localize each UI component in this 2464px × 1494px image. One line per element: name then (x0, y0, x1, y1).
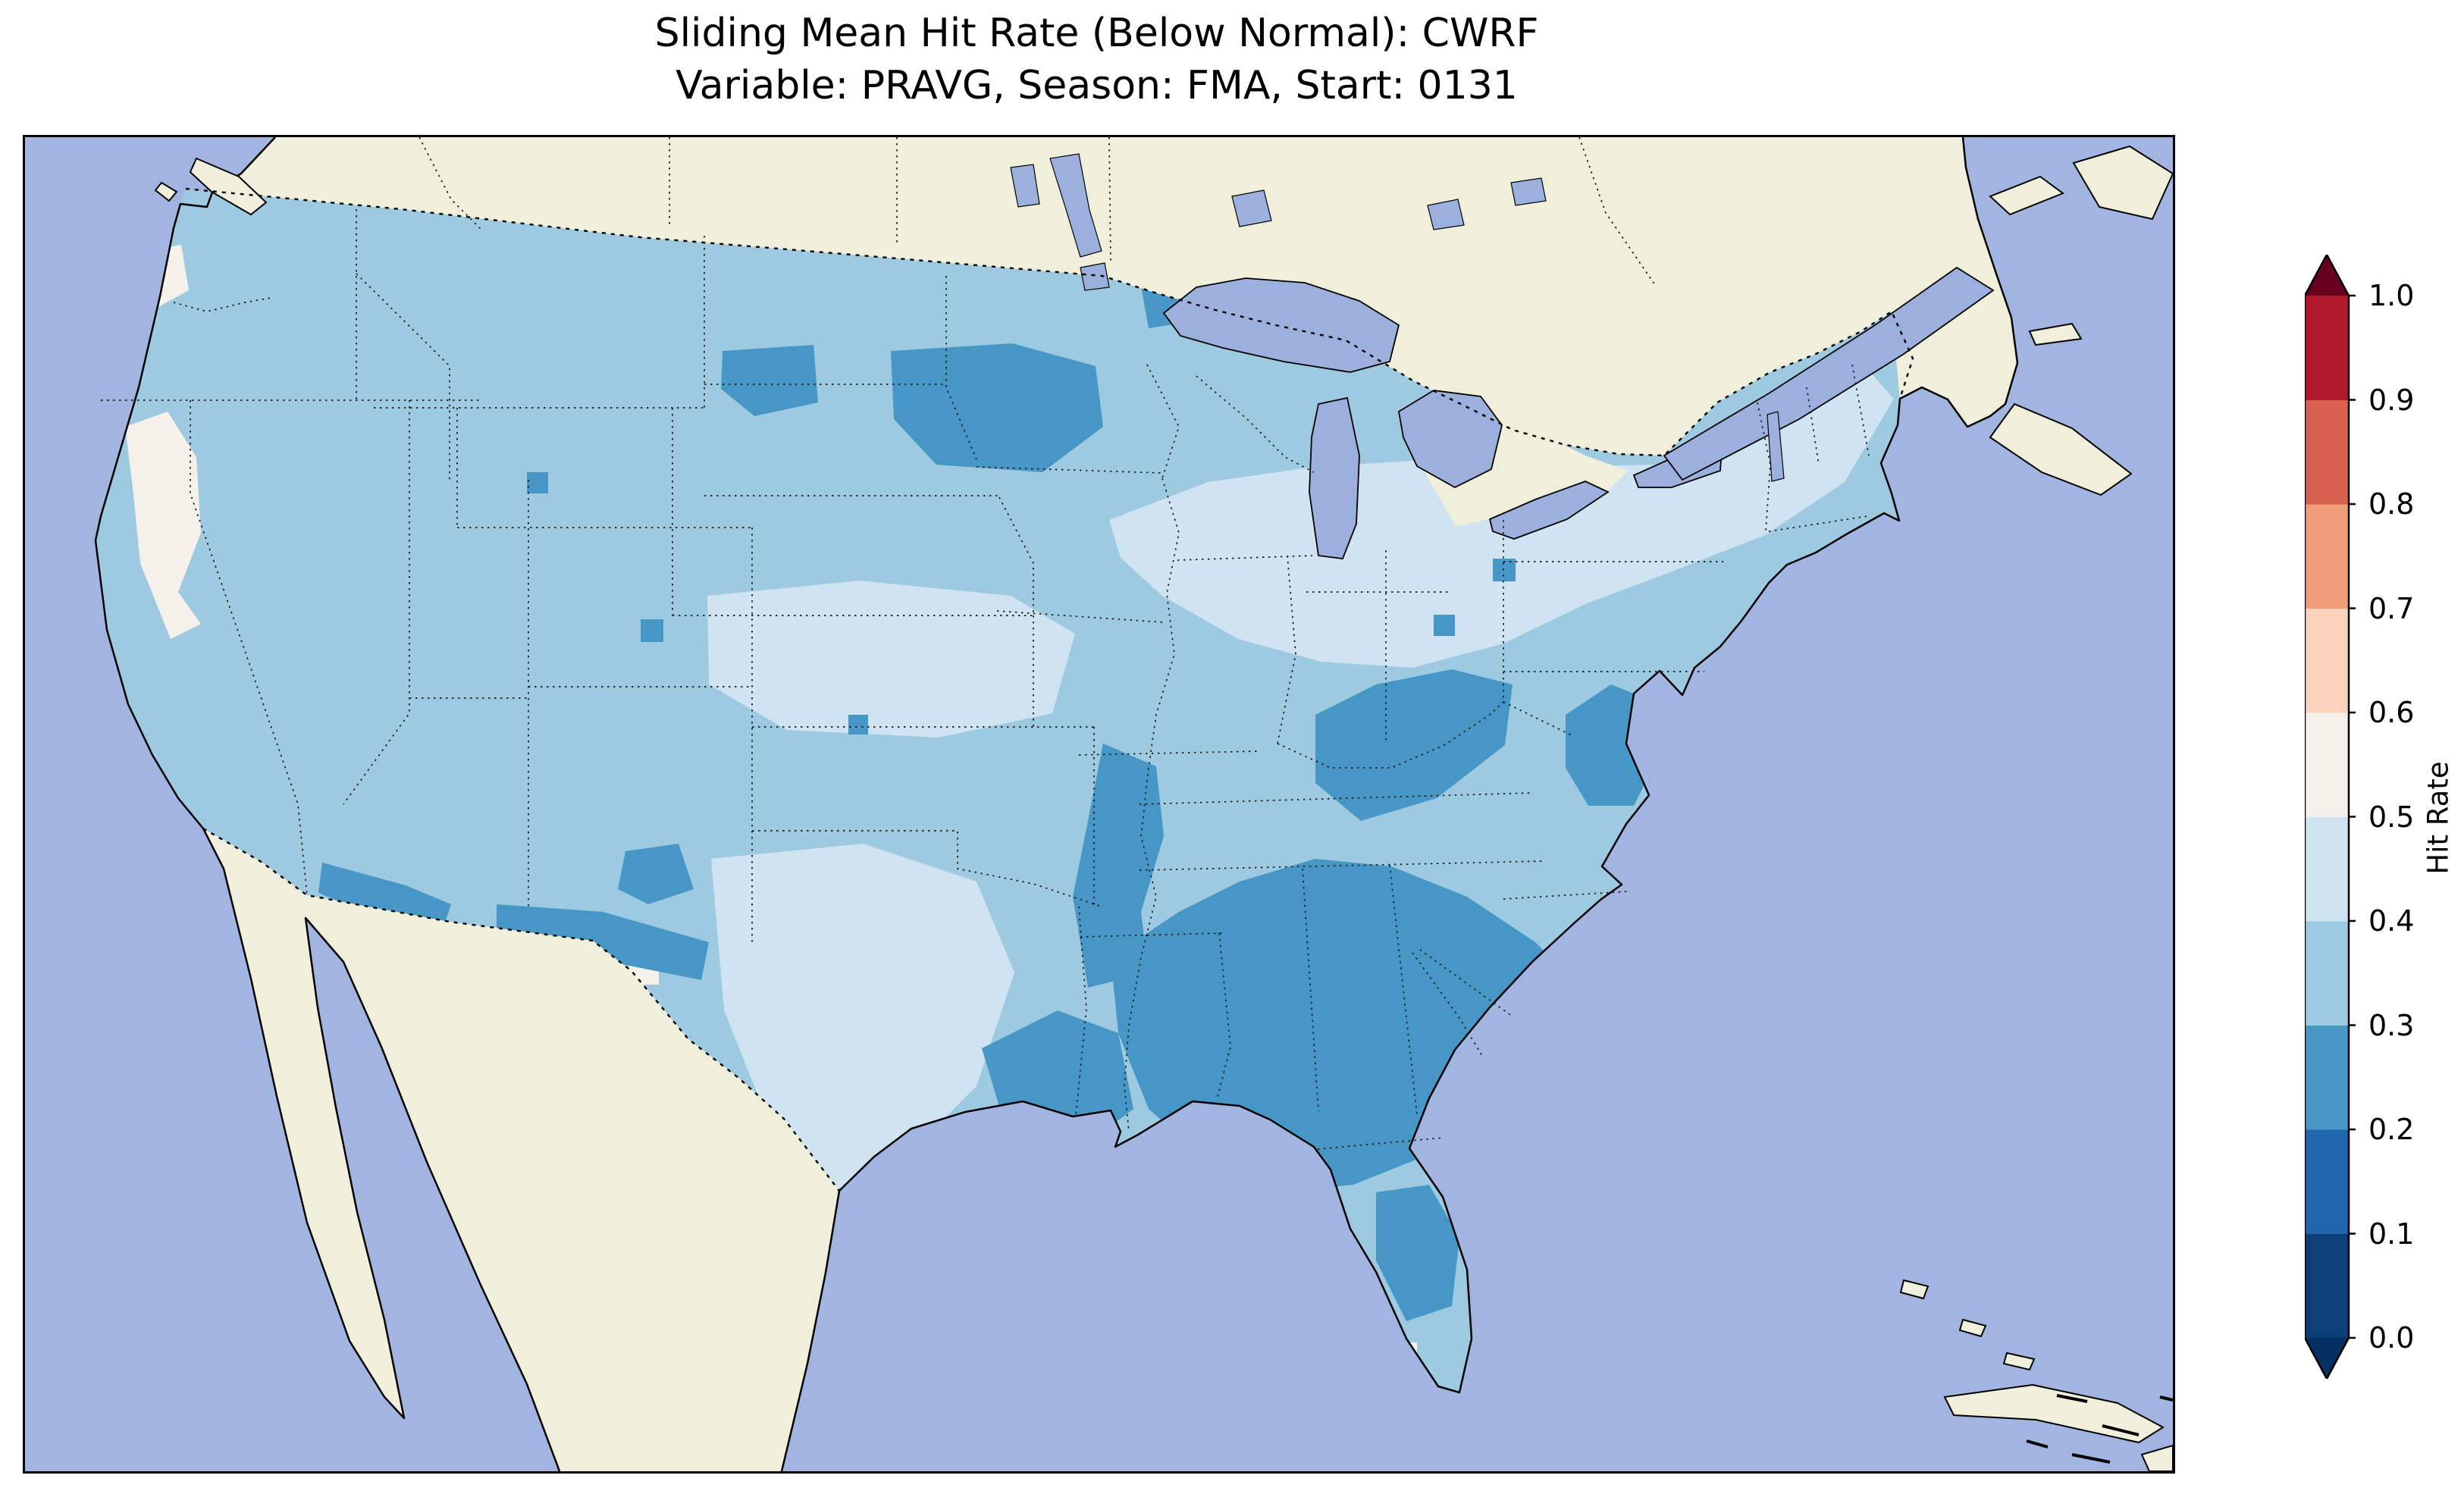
colorbar-segment (2305, 1025, 2349, 1130)
hit-rate-patch (497, 904, 709, 980)
lake-superior (1162, 277, 1400, 373)
chart-title-line2: Variable: PRAVG, Season: FMA, Start: 013… (676, 62, 1518, 108)
colorbar-tick-label: 0.6 (2368, 696, 2415, 729)
great-lakes (1162, 266, 1995, 559)
colorbar-segment (2305, 504, 2349, 609)
nova-scotia (1989, 402, 2133, 496)
us-hit-rate-map (25, 137, 2173, 1471)
hit-rate-patch (707, 581, 1075, 738)
hit-rate-patch (318, 863, 451, 927)
colorbar-tick-marks (2349, 294, 2356, 1339)
state-borders (101, 137, 1870, 1150)
hit-rate-patch (1434, 615, 1455, 636)
colorbar-tick-label: 1.0 (2368, 279, 2415, 312)
st-lawrence-river (1663, 266, 1995, 481)
colorbar-tick-label: 0.1 (2368, 1217, 2415, 1251)
caribbean-dashes (2026, 1394, 2173, 1464)
coastline-layer (94, 137, 2019, 1471)
lake-nipigon (1231, 189, 1272, 227)
lake-huron (1398, 390, 1503, 489)
colorbar-tick-label: 0.8 (2368, 487, 2415, 521)
colorbar-segment (2305, 713, 2349, 817)
newfoundland (2072, 145, 2173, 221)
lake-erie (1488, 481, 1610, 540)
lake-winnipeg (1049, 153, 1102, 258)
colorbar-axis-label: Hit Rate (2422, 761, 2455, 875)
colorbar (2305, 255, 2356, 1379)
hit-rate-patch (1493, 559, 1516, 581)
map-panel (23, 135, 2175, 1474)
bc-islet (154, 181, 178, 202)
hit-rate-patch (891, 343, 1103, 472)
chart-title: Sliding Mean Hit Rate (Below Normal): CW… (23, 8, 2171, 111)
colorbar-segment (2305, 1129, 2349, 1234)
colorbar-tick-label: 0.9 (2368, 383, 2415, 417)
colorbar-under-arrow (2305, 1338, 2349, 1379)
island-chain-dash (2026, 1394, 2173, 1464)
colorbar-over-arrow (2305, 255, 2349, 296)
colorbar-segment (2305, 399, 2349, 505)
colorbar-segment (2305, 816, 2349, 922)
colorbar-tick-label: 0.4 (2368, 904, 2415, 938)
colorbar-tick-label: 0.7 (2368, 591, 2415, 625)
hit-rate-patch (527, 472, 548, 493)
coastline (94, 137, 2019, 1471)
state-border-lines-west (101, 209, 753, 942)
anticosti-island (1989, 175, 2065, 216)
lake-manitoba (1010, 164, 1040, 208)
colorbar-segment (2305, 1233, 2349, 1339)
bahamas-island (2002, 1351, 2036, 1371)
colorbar-tick-label: 0.3 (2368, 1008, 2415, 1042)
state-border-lines-east (1075, 364, 1723, 1150)
hispaniola (2140, 1444, 2173, 1471)
lake-of-the-woods (1080, 262, 1110, 291)
state-border-lines-northeast-canada (419, 137, 1870, 532)
lake-michigan (1309, 396, 1360, 559)
colorbar-segment (2305, 608, 2349, 713)
colorbar-tick-label: 0.0 (2368, 1321, 2415, 1355)
vancouver-island (189, 157, 268, 216)
country-borders (185, 187, 1914, 1192)
ontario-lake-small (1427, 199, 1465, 230)
lake-champlain (1766, 411, 1785, 482)
quebec-lake-small (1510, 177, 1547, 206)
chart-title-line1: Sliding Mean Hit Rate (Below Normal): CW… (654, 11, 1539, 56)
hit-rate-patch (618, 844, 694, 904)
colorbar-tick-label: 0.2 (2368, 1113, 2415, 1146)
canada-lakes (1010, 153, 1785, 482)
state-border-lines-plains (672, 276, 1262, 1132)
hit-rate-patch (125, 412, 201, 639)
hit-rate-patch (1315, 669, 1513, 821)
colorbar-segments (2305, 296, 2349, 1339)
prince-edward-island (2028, 322, 2083, 346)
colorbar-tick-label: 0.5 (2368, 800, 2415, 834)
bahamas-island (1958, 1318, 1987, 1338)
colorbar-segment (2305, 296, 2349, 400)
hit-rate-patch (1376, 1185, 1459, 1321)
bahamas-island (1899, 1279, 1930, 1300)
hit-rate-patch (848, 715, 868, 734)
us-mexico-border (202, 827, 840, 1192)
hit-rate-patch (721, 345, 818, 416)
hit-rate-patch (641, 619, 663, 642)
colorbar-segment (2305, 921, 2349, 1026)
